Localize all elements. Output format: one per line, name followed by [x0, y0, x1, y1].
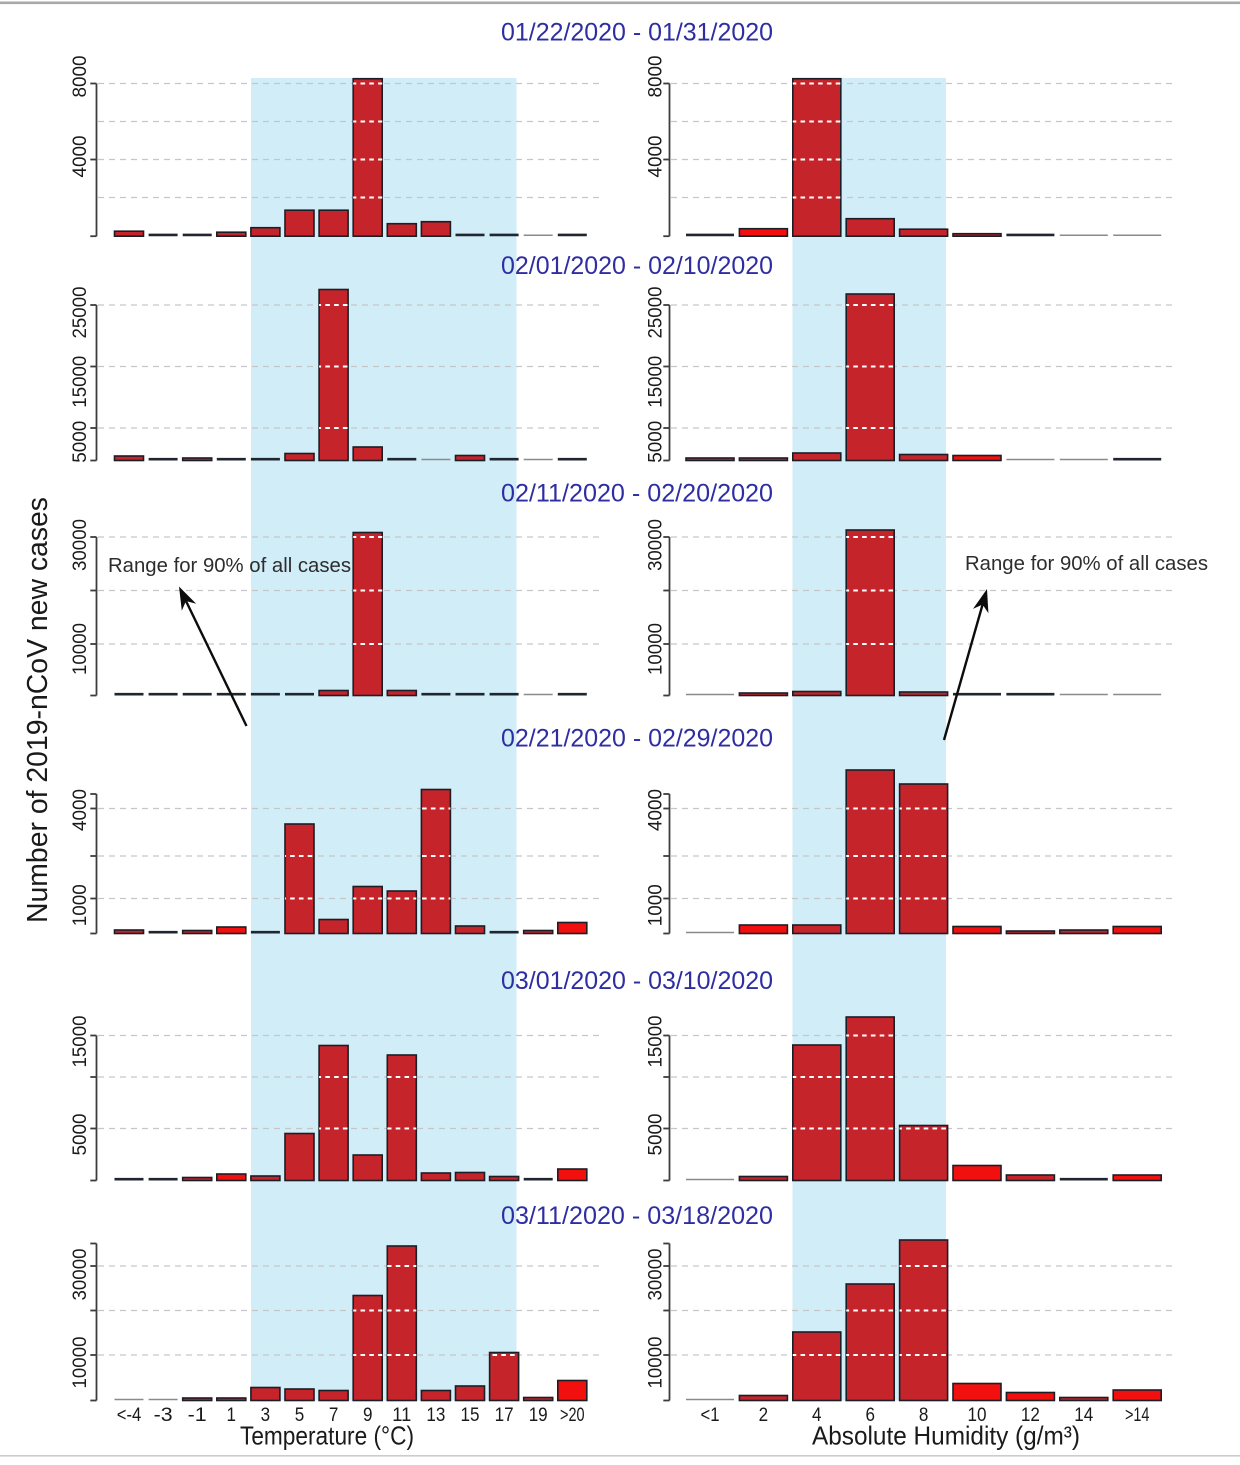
svg-text:-1: -1: [188, 1404, 207, 1426]
svg-text:30000: 30000: [70, 519, 91, 571]
svg-text:10000: 10000: [646, 623, 667, 675]
svg-text:2: 2: [759, 1404, 769, 1426]
svg-text:01/22/2020 - 01/31/2020: 01/22/2020 - 01/31/2020: [501, 19, 773, 47]
svg-text:15000: 15000: [70, 1016, 91, 1068]
svg-text:<-4: <-4: [117, 1404, 142, 1426]
svg-text:4: 4: [812, 1404, 822, 1426]
svg-text:10000: 10000: [70, 1337, 91, 1389]
svg-text:Temperature (°C): Temperature (°C): [240, 1421, 414, 1451]
svg-text:1000: 1000: [70, 884, 91, 926]
svg-text:>20: >20: [560, 1404, 585, 1426]
svg-text:02/21/2020 - 02/29/2020: 02/21/2020 - 02/29/2020: [501, 725, 773, 753]
svg-text:10: 10: [968, 1404, 987, 1426]
svg-text:5000: 5000: [646, 1114, 667, 1156]
svg-text:12: 12: [1021, 1404, 1040, 1426]
svg-text:15000: 15000: [646, 356, 667, 408]
svg-text:15: 15: [461, 1404, 480, 1426]
svg-text:03/01/2020 - 03/10/2020: 03/01/2020 - 03/10/2020: [501, 967, 773, 995]
svg-text:1000: 1000: [646, 884, 667, 926]
svg-text:02/01/2020 - 02/10/2020: 02/01/2020 - 02/10/2020: [501, 252, 773, 280]
svg-text:25000: 25000: [70, 287, 91, 339]
svg-text:4000: 4000: [70, 136, 91, 178]
svg-text:10000: 10000: [70, 623, 91, 675]
svg-text:30000: 30000: [70, 1249, 91, 1301]
svg-text:Range for 90% of all cases: Range for 90% of all cases: [108, 554, 351, 577]
svg-text:1: 1: [227, 1404, 237, 1426]
svg-text:17: 17: [495, 1404, 514, 1426]
svg-text:03/11/2020 - 03/18/2020: 03/11/2020 - 03/18/2020: [501, 1202, 773, 1230]
svg-text:30000: 30000: [646, 1249, 667, 1301]
svg-text:<1: <1: [701, 1404, 720, 1426]
svg-text:4000: 4000: [646, 136, 667, 178]
svg-text:8000: 8000: [70, 56, 91, 98]
svg-text:15000: 15000: [646, 1016, 667, 1068]
svg-text:3: 3: [261, 1404, 271, 1426]
svg-text:4000: 4000: [70, 789, 91, 831]
svg-text:5000: 5000: [646, 421, 667, 463]
svg-text:30000: 30000: [646, 519, 667, 571]
svg-text:19: 19: [529, 1404, 548, 1426]
svg-text:Range for 90% of all cases: Range for 90% of all cases: [965, 552, 1208, 575]
svg-text:Number of 2019-nCoV new cases: Number of 2019-nCoV new cases: [22, 497, 54, 923]
svg-text:>14: >14: [1125, 1404, 1150, 1426]
svg-text:15000: 15000: [70, 356, 91, 408]
svg-text:6: 6: [865, 1404, 875, 1426]
svg-text:4000: 4000: [646, 789, 667, 831]
svg-text:5000: 5000: [70, 1114, 91, 1156]
svg-text:8: 8: [919, 1404, 929, 1426]
svg-text:8000: 8000: [646, 56, 667, 98]
svg-text:10000: 10000: [646, 1337, 667, 1389]
svg-text:11: 11: [392, 1404, 411, 1426]
svg-text:13: 13: [426, 1404, 445, 1426]
svg-text:25000: 25000: [646, 287, 667, 339]
svg-text:9: 9: [363, 1404, 373, 1426]
svg-text:Absolute Humidity (g/m³): Absolute Humidity (g/m³): [812, 1421, 1080, 1451]
svg-text:5: 5: [295, 1404, 305, 1426]
svg-text:5000: 5000: [70, 421, 91, 463]
svg-text:14: 14: [1074, 1404, 1093, 1426]
svg-text:7: 7: [329, 1404, 339, 1426]
svg-text:-3: -3: [154, 1404, 173, 1426]
svg-text:02/11/2020 - 02/20/2020: 02/11/2020 - 02/20/2020: [501, 480, 773, 508]
